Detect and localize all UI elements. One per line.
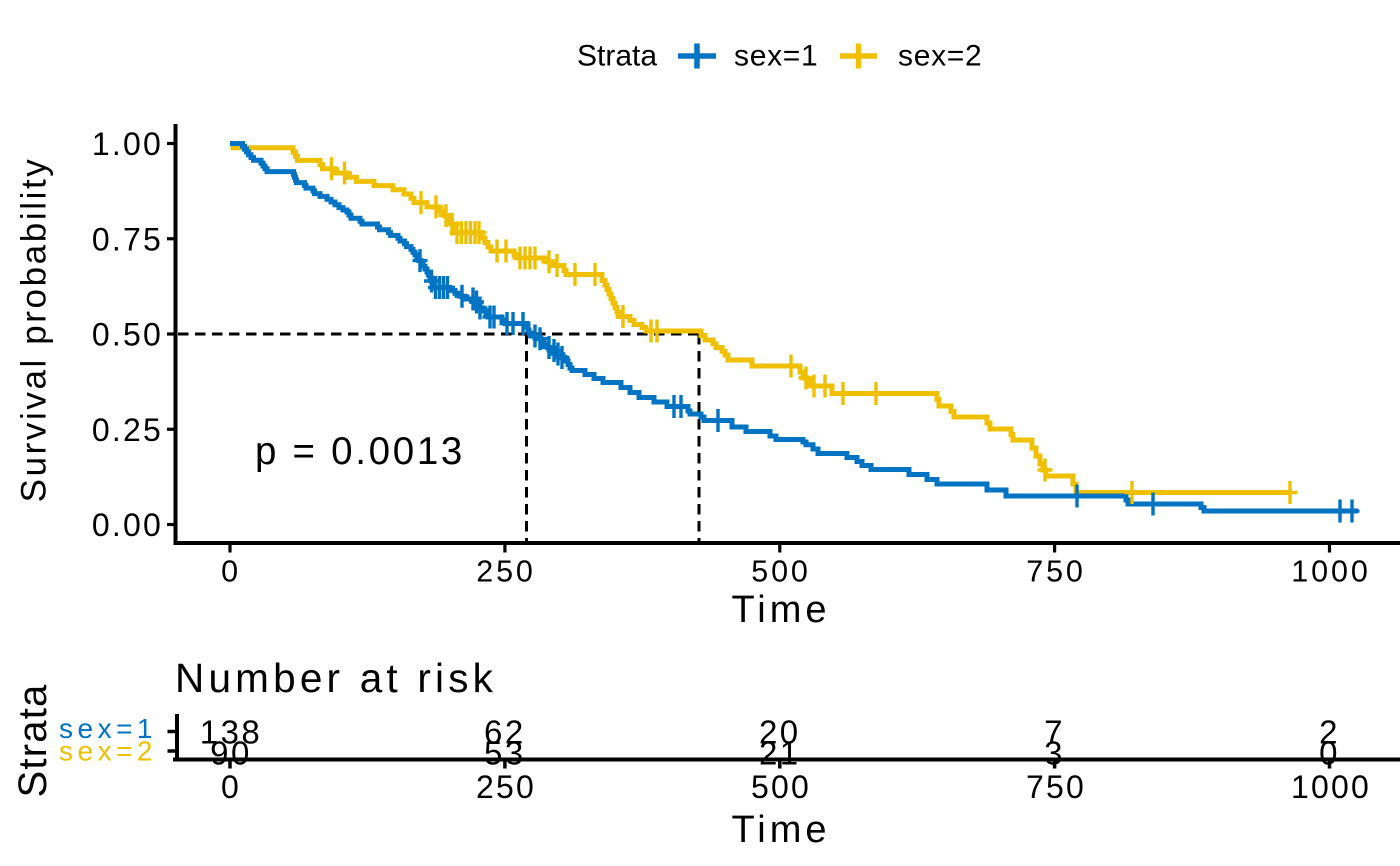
svg-text:0.75: 0.75 [92,221,163,257]
svg-text:p = 0.0013: p = 0.0013 [255,430,465,473]
svg-text:Strata: Strata [577,40,657,73]
svg-text:0.00: 0.00 [92,507,163,543]
svg-text:7: 7 [1044,714,1065,751]
svg-text:sex=1: sex=1 [59,713,157,744]
svg-text:500: 500 [751,554,811,588]
svg-text:0.25: 0.25 [92,412,163,448]
svg-text:750: 750 [1026,769,1086,805]
svg-text:138: 138 [200,714,263,751]
svg-text:250: 250 [476,554,536,588]
svg-text:2: 2 [1319,714,1340,751]
svg-text:Time: Time [731,589,830,631]
svg-text:0: 0 [1319,735,1340,772]
svg-text:Survival probability: Survival probability [15,157,54,503]
svg-text:0: 0 [221,769,241,805]
svg-text:Strata: Strata [11,684,55,798]
svg-text:500: 500 [751,769,811,805]
svg-text:0.50: 0.50 [92,317,163,353]
svg-text:62: 62 [484,714,526,751]
svg-text:sex=2: sex=2 [898,40,982,73]
svg-text:750: 750 [1026,554,1086,588]
svg-text:20: 20 [759,714,801,751]
svg-text:1000: 1000 [1291,554,1370,588]
svg-text:1000: 1000 [1291,769,1371,805]
svg-text:3: 3 [1044,735,1065,772]
svg-text:1.00: 1.00 [92,126,163,162]
svg-text:sex=1: sex=1 [734,40,818,73]
svg-text:sex=2: sex=2 [59,736,157,767]
svg-text:0: 0 [221,554,241,588]
svg-text:Number at risk: Number at risk [175,655,497,701]
svg-text:250: 250 [476,769,536,805]
svg-text:Time: Time [731,809,830,851]
